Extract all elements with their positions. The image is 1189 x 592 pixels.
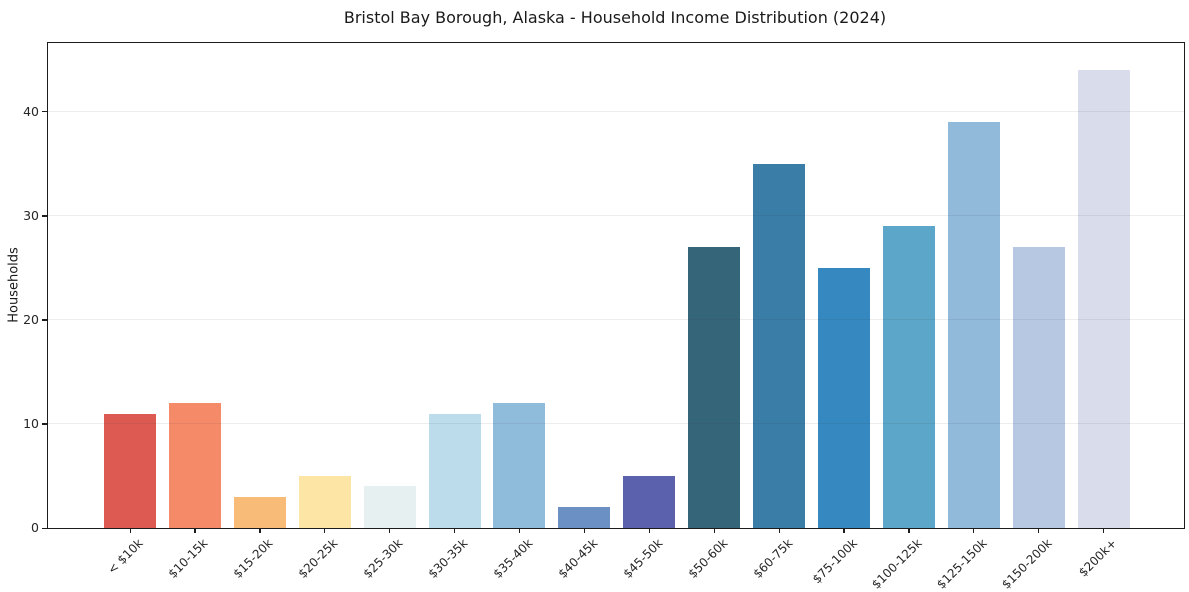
- x-tick-label: $60-75k: [750, 536, 795, 581]
- x-tick-mark: [518, 528, 521, 533]
- x-tick-mark: [583, 528, 586, 533]
- bar-$40-45k: [558, 507, 611, 528]
- grid-line-y40: [48, 111, 1184, 113]
- bar-$75-100k: [817, 267, 870, 528]
- y-tick-mark: [42, 423, 47, 425]
- y-tick-mark: [42, 215, 47, 217]
- x-tick-label: $150-200k: [998, 536, 1055, 592]
- y-tick-mark: [42, 319, 47, 321]
- x-tick-mark: [194, 528, 196, 533]
- x-tick-mark: [908, 528, 910, 533]
- x-tick-label: $40-45k: [555, 536, 601, 581]
- x-tick-label: $200k+: [1075, 536, 1120, 580]
- bar-$200k+: [1077, 70, 1130, 528]
- y-tick-label: 30: [23, 207, 39, 223]
- y-tick-label: 10: [23, 415, 39, 431]
- x-tick-label: $100-125k: [869, 536, 925, 592]
- grid-line-y20: [48, 319, 1184, 321]
- x-tick-mark: [1038, 528, 1040, 533]
- x-tick-label: $125-150k: [933, 536, 990, 592]
- x-tick-mark: [129, 528, 131, 533]
- x-tick-label: $50-60k: [685, 536, 731, 581]
- bar-$15-20k: [233, 496, 286, 528]
- bar-$25-30k: [363, 486, 416, 528]
- x-tick-mark: [973, 528, 975, 533]
- bar-$125-150k: [947, 122, 1000, 528]
- y-tick-label: 20: [23, 311, 39, 327]
- bar-$50-60k: [688, 247, 741, 528]
- plot-area: 0 10 20 30 40 < $10k $10-15k $15-20k $20-25k $25-…: [23, 42, 1185, 592]
- x-tick-label: $75-100k: [809, 536, 860, 587]
- x-tick-mark: [389, 528, 391, 533]
- x-tick-mark: [454, 528, 456, 533]
- x-tick-label: $15-20k: [230, 536, 276, 581]
- x-tick-mark: [843, 528, 845, 533]
- x-tick-label: $45-50k: [620, 536, 666, 581]
- y-tick-mark: [42, 527, 47, 529]
- y-tick-mark: [42, 111, 47, 113]
- x-tick-label: $30-35k: [425, 536, 471, 581]
- x-tick-label: $35-40k: [490, 536, 536, 581]
- bar-$60-75k: [753, 163, 805, 528]
- grid-line-y10: [48, 423, 1184, 425]
- y-tick-label: 40: [23, 103, 39, 119]
- x-tick-label: < $10k: [105, 536, 146, 577]
- x-tick-mark: [713, 528, 715, 533]
- x-tick-label: $25-30k: [360, 536, 406, 581]
- bar-$150-200k: [1012, 247, 1065, 528]
- bar-$10-15k: [168, 403, 221, 528]
- x-tick-mark: [324, 528, 326, 533]
- bar-< $10k: [104, 413, 156, 528]
- bar-$30-35k: [428, 413, 481, 528]
- grid-line-y30: [48, 215, 1184, 217]
- x-tick-mark: [1103, 528, 1105, 533]
- bar-$100-125k: [882, 226, 935, 528]
- x-tick-label: $10-15k: [165, 536, 211, 581]
- bar-$45-50k: [623, 475, 676, 528]
- chart-title: Bristol Bay Borough, Alaska - Household …: [343, 8, 887, 27]
- x-tick-mark: [259, 528, 261, 533]
- x-tick-label: $20-25k: [295, 536, 341, 581]
- x-tick-mark: [648, 528, 650, 533]
- bar-$20-25k: [298, 475, 351, 528]
- bar-$35-40k: [493, 403, 546, 528]
- x-tick-mark: [778, 528, 780, 533]
- y-tick-label: 0: [31, 520, 39, 535]
